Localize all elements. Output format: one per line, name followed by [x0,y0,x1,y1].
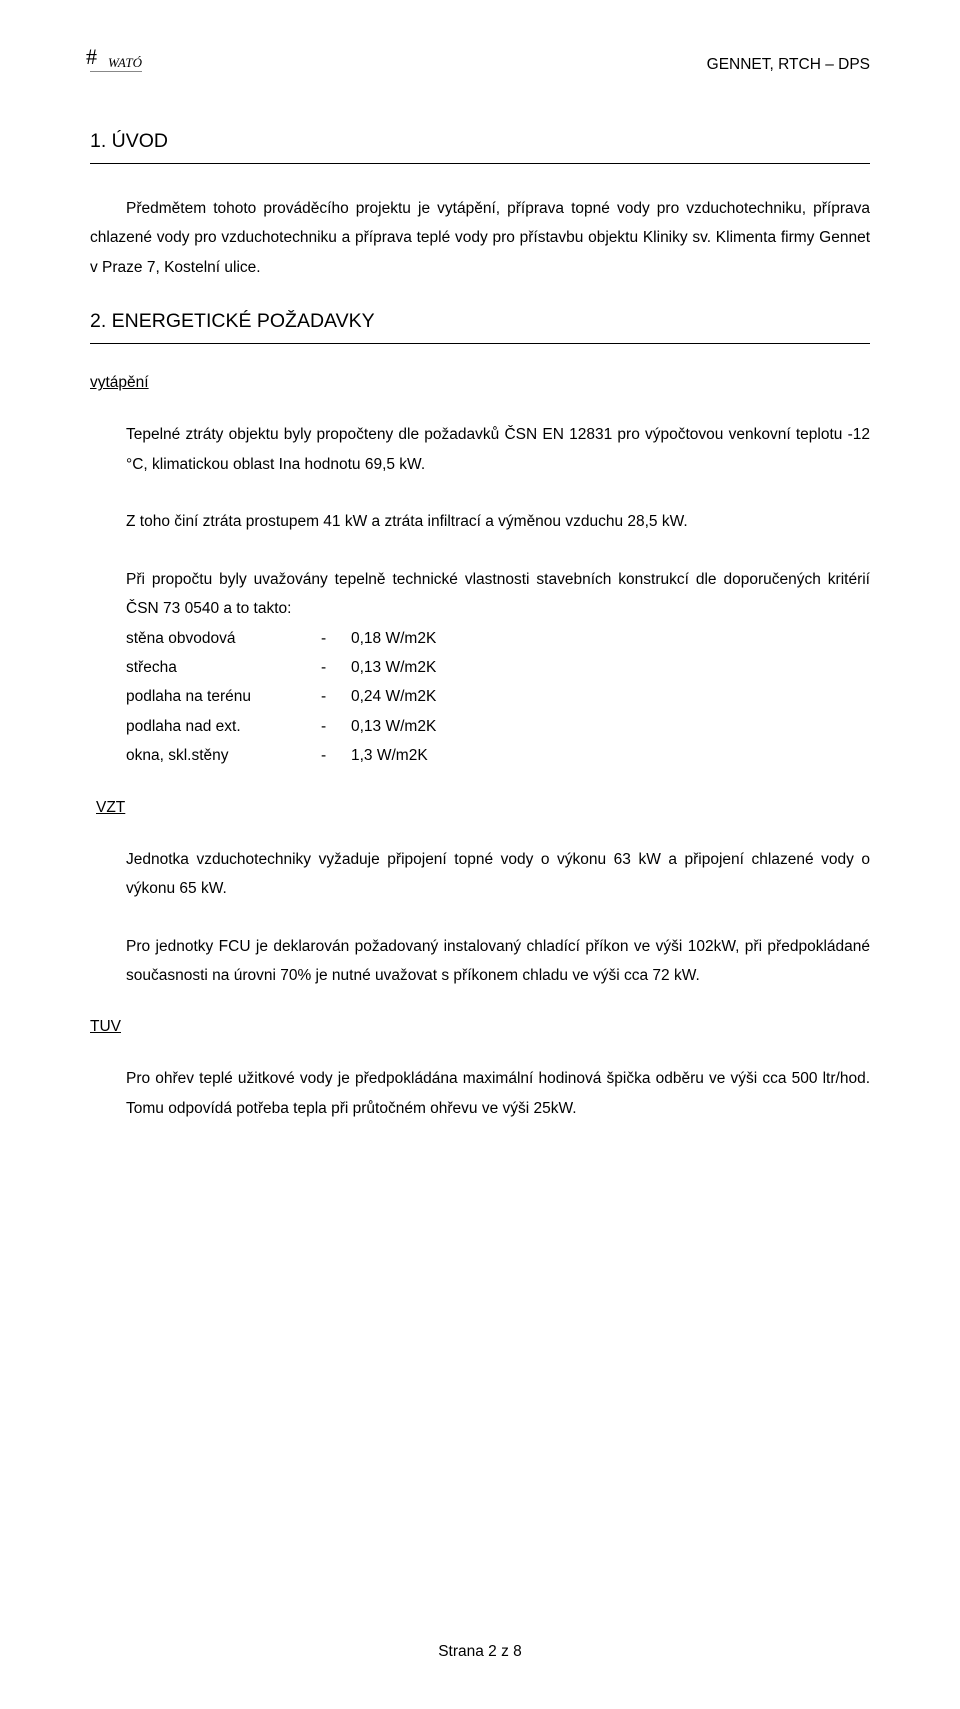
vytapeni-paragraph-1: Tepelné ztráty objektu byly propočteny d… [126,420,870,479]
logo: # WATÓ [90,56,142,72]
table-cell-dash: - [321,682,351,711]
table-cell-label: podlaha na terénu [126,682,321,711]
table-cell-dash: - [321,741,351,770]
table-cell-dash: - [321,653,351,682]
table-cell-label: podlaha nad ext. [126,712,321,741]
page-footer: Strana 2 z 8 [0,1643,960,1661]
table-cell-label: stěna obvodová [126,624,321,653]
section-2-heading: 2. ENERGETICKÉ POŽADAVKY [90,310,870,333]
section-1-rule [90,163,870,164]
logo-hash-icon: # [86,46,97,68]
table-cell-value: 0,24 W/m2K [351,682,436,711]
table-row: podlaha na terénu - 0,24 W/m2K [126,682,870,711]
table-cell-value: 0,18 W/m2K [351,624,436,653]
vzt-paragraph-2: Pro jednotky FCU je deklarován požadovan… [126,932,870,991]
u-values-table: stěna obvodová - 0,18 W/m2K střecha - 0,… [126,624,870,771]
vzt-paragraph-1: Jednotka vzduchotechniky vyžaduje připoj… [126,845,870,904]
table-row: střecha - 0,13 W/m2K [126,653,870,682]
vzt-content: Jednotka vzduchotechniky vyžaduje připoj… [126,845,870,991]
vytapeni-paragraph-2: Z toho činí ztráta prostupem 41 kW a ztr… [126,507,870,536]
table-row: stěna obvodová - 0,18 W/m2K [126,624,870,653]
tuv-paragraph-1: Pro ohřev teplé užitkové vody je předpok… [126,1064,870,1123]
table-cell-value: 1,3 W/m2K [351,741,428,770]
subheading-tuv: TUV [90,1018,870,1036]
table-row: podlaha nad ext. - 0,13 W/m2K [126,712,870,741]
page-header: # WATÓ GENNET, RTCH – DPS [90,56,870,74]
tuv-content: Pro ohřev teplé užitkové vody je předpok… [126,1064,870,1123]
subheading-vzt: VZT [96,799,870,817]
document-code: GENNET, RTCH – DPS [707,56,870,74]
table-cell-label: okna, skl.stěny [126,741,321,770]
table-cell-dash: - [321,712,351,741]
section-2-rule [90,343,870,344]
table-cell-label: střecha [126,653,321,682]
table-cell-value: 0,13 W/m2K [351,653,436,682]
subheading-vytapeni: vytápění [90,374,870,392]
page: # WATÓ GENNET, RTCH – DPS 1. ÚVOD Předmě… [0,0,960,1709]
section-1-heading: 1. ÚVOD [90,130,870,153]
table-cell-dash: - [321,624,351,653]
table-cell-value: 0,13 W/m2K [351,712,436,741]
section-1-paragraph-1: Předmětem tohoto prováděcího projektu je… [90,194,870,282]
table-row: okna, skl.stěny - 1,3 W/m2K [126,741,870,770]
vytapeni-content: Tepelné ztráty objektu byly propočteny d… [126,420,870,770]
logo-text: WATÓ [108,55,142,70]
vytapeni-paragraph-3: Při propočtu byly uvažovány tepelně tech… [126,565,870,624]
